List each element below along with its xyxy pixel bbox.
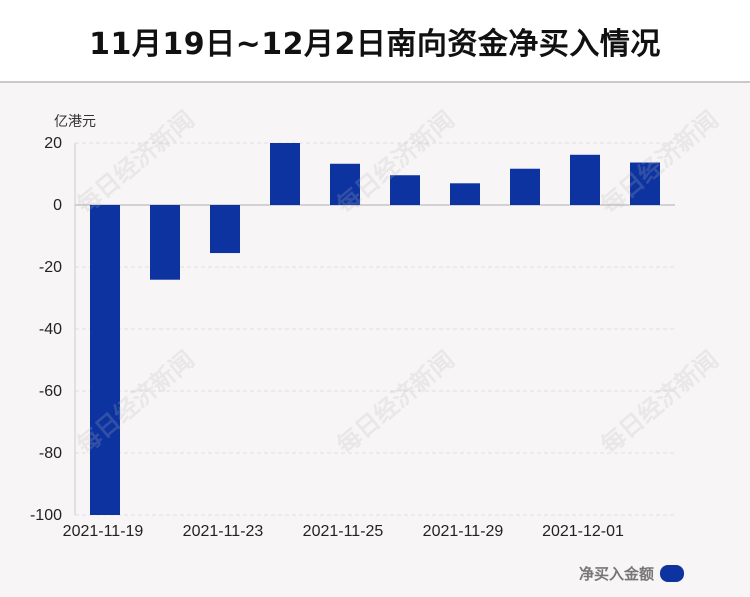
legend-label: 净买入金额	[578, 565, 654, 583]
y-tick-labels: 20 0 -20 -40 -60 -80 -100	[30, 135, 62, 524]
bar	[570, 154, 600, 205]
bar	[450, 183, 480, 205]
bar	[630, 162, 660, 205]
y-tick-label: -60	[39, 383, 62, 400]
y-unit-label: 亿港元	[54, 113, 96, 129]
chart-title: 11月19日~12月2日南向资金净买入情况	[89, 26, 661, 62]
y-tick-label: -40	[39, 321, 62, 338]
x-tick-label: 2021-12-01	[542, 523, 624, 540]
bar	[330, 163, 360, 205]
chart-header: 11月19日~12月2日南向资金净买入情况	[0, 0, 750, 83]
bar-chart: 亿港元 200-20-40-60-80-100 2021-11-19 2021-1…	[30, 113, 675, 540]
y-tick-label: 0	[53, 197, 62, 214]
bar	[270, 143, 300, 205]
bar	[150, 205, 180, 280]
x-tick-label: 2021-11-25	[303, 523, 384, 540]
legend-swatch	[660, 565, 684, 582]
bar	[90, 205, 120, 515]
x-tick-label: 2021-11-29	[423, 523, 504, 540]
bar	[510, 168, 540, 205]
y-tick-label: -100	[30, 507, 62, 524]
bar	[210, 205, 240, 254]
y-tick-label: -20	[39, 259, 62, 276]
x-tick-label: 2021-11-23	[183, 523, 264, 540]
y-tick-label: 20	[44, 135, 62, 152]
y-tick-label: -80	[39, 445, 62, 462]
bar	[390, 175, 420, 205]
legend: 净买入金额	[579, 563, 684, 584]
x-tick-label: 2021-11-19	[63, 523, 144, 540]
bars	[90, 143, 660, 515]
chart-area: 每日经济新闻 每日经济新闻 每日经济新闻 每日经济新闻 每日经济新闻 每日经济新…	[0, 83, 750, 593]
x-tick-labels: 2021-11-19 2021-11-23 2021-11-25 2021-11-29…	[63, 523, 624, 540]
